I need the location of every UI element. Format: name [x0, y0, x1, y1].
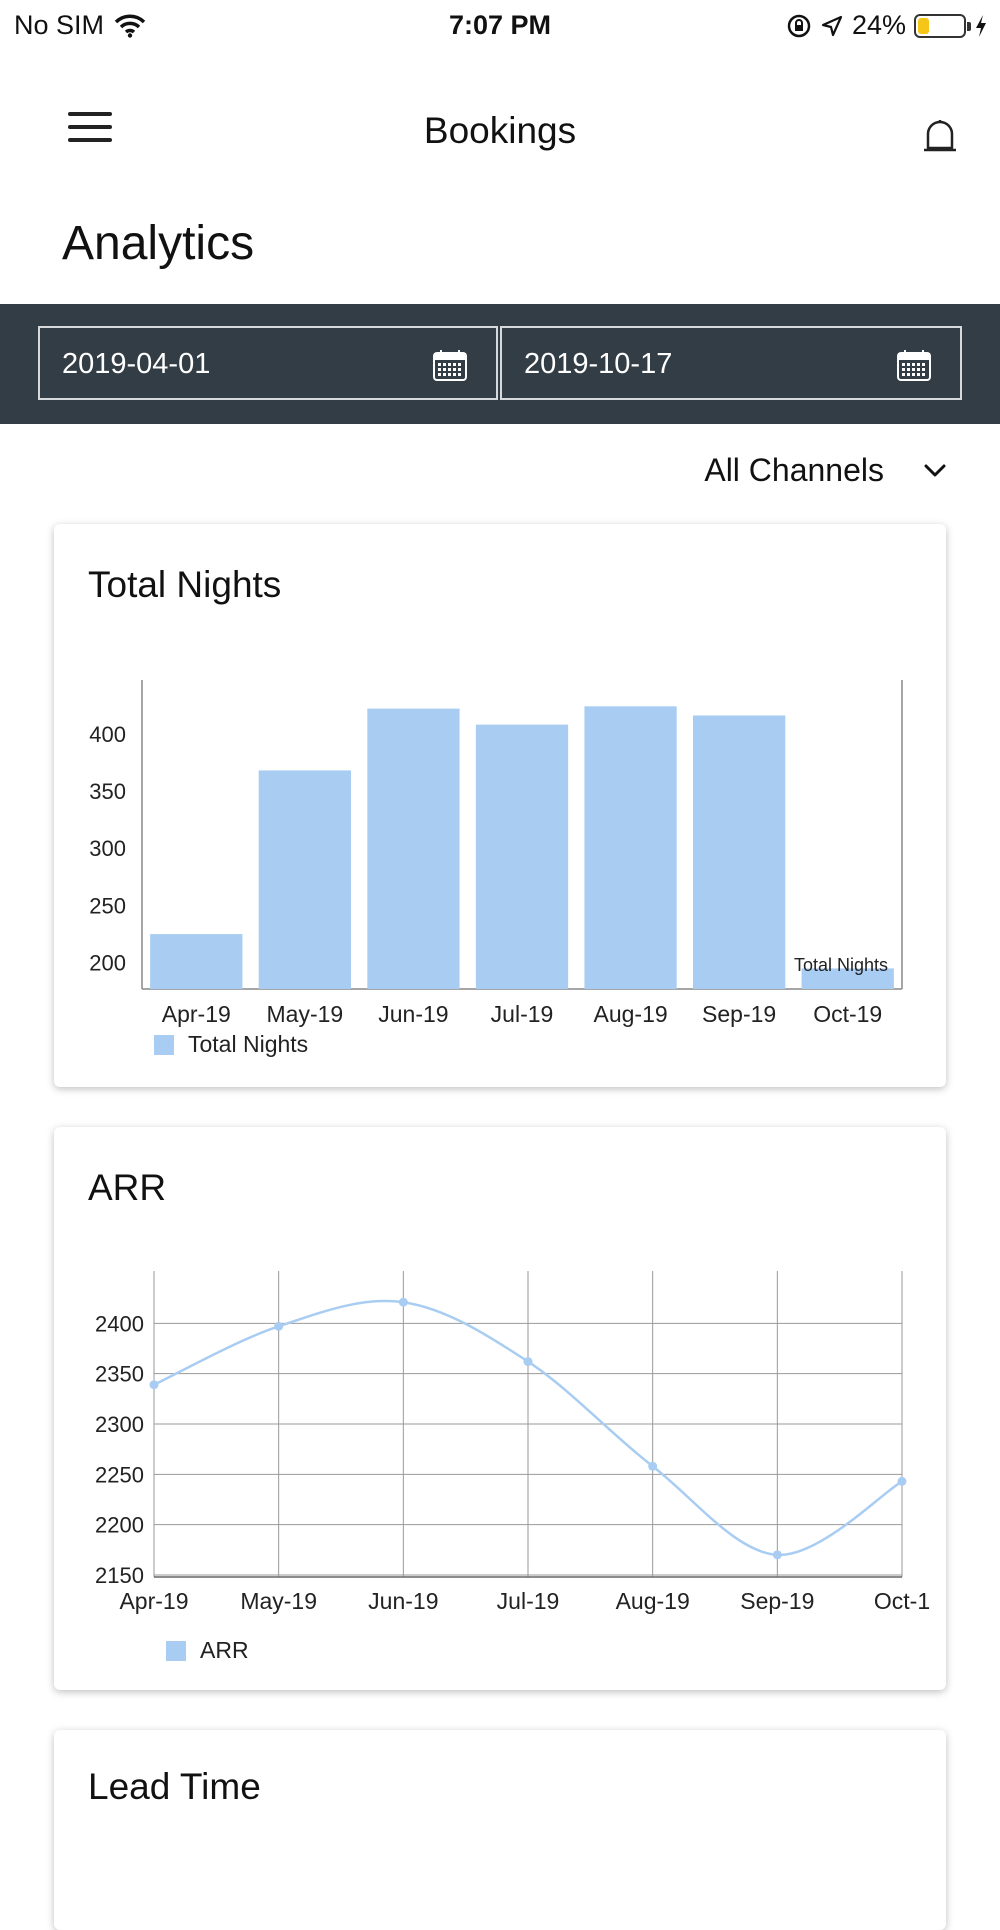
- bar: [801, 968, 894, 989]
- bar-annotation: Total Nights: [794, 955, 888, 975]
- status-time: 7:07 PM: [448, 10, 552, 40]
- legend-label: ARR: [200, 1637, 249, 1663]
- battery-icon: [914, 13, 971, 38]
- data-point: [897, 1476, 907, 1486]
- y-tick-label: 300: [89, 836, 126, 861]
- data-point: [398, 1297, 408, 1307]
- bar: [150, 934, 243, 989]
- y-tick-label: 250: [89, 893, 126, 918]
- wifi-icon: [114, 14, 146, 38]
- start-date-value: 2019-04-01: [62, 348, 211, 380]
- charging-icon: [976, 14, 986, 37]
- data-point: [772, 1550, 782, 1560]
- y-tick-label: 2400: [95, 1311, 144, 1336]
- data-point: [648, 1461, 658, 1471]
- x-tick-label: Oct-1: [874, 1588, 930, 1614]
- nav-title: Bookings: [423, 110, 577, 151]
- x-tick-label: Apr-19: [119, 1588, 188, 1614]
- total-nights-chart: 200 250 300 350 400 Apr-19 May-19 Jun-19 Jul-19 A…: [89, 680, 903, 1027]
- data-point: [149, 1380, 159, 1390]
- arr-chart: 2150 2200 2250 2300 2350 2400 Apr-19 May-19 Jun-…: [95, 1271, 930, 1614]
- legend-label: Total Nights: [188, 1031, 309, 1057]
- start-date-field[interactable]: 2019-04-01: [38, 326, 498, 400]
- x-tick-label: Aug-19: [593, 1001, 667, 1027]
- x-tick-label: Jun-19: [378, 1001, 448, 1027]
- data-point: [274, 1321, 284, 1331]
- channel-select-value: All Channels: [704, 452, 884, 488]
- battery-level: [918, 17, 929, 34]
- y-tick-label: 2200: [95, 1513, 144, 1538]
- y-tick-label: 2150: [95, 1563, 144, 1588]
- y-tick-label: 200: [89, 951, 126, 976]
- status-bar: No SIM 7:07 PM 24%: [0, 0, 1000, 52]
- calendar-icon[interactable]: [896, 348, 932, 382]
- total-nights-legend[interactable]: Total Nights: [154, 1031, 308, 1058]
- x-tick-label: Jul-19: [491, 1001, 554, 1027]
- nav-bar: Bookings: [0, 60, 1000, 200]
- end-date-value: 2019-10-17: [524, 348, 673, 380]
- y-tick-label: 400: [89, 722, 126, 747]
- data-point: [523, 1357, 533, 1367]
- hamburger-menu-icon[interactable]: [68, 112, 114, 142]
- x-tick-label: Sep-19: [740, 1588, 814, 1614]
- lead-time-title: Lead Time: [88, 1766, 261, 1807]
- total-nights-card: Total Nights 200 250 300 350 400 Apr-19 May-19…: [54, 524, 946, 1087]
- bar: [367, 708, 460, 989]
- total-nights-title: Total Nights: [88, 564, 282, 605]
- x-tick-label: Jun-19: [368, 1588, 438, 1614]
- status-right: 24%: [786, 10, 988, 41]
- end-date-field[interactable]: 2019-10-17: [500, 326, 962, 400]
- y-tick-label: 2250: [95, 1462, 144, 1487]
- channel-select[interactable]: All Channels: [704, 452, 946, 489]
- arr-title: ARR: [88, 1167, 167, 1208]
- page-title: Analytics: [62, 217, 255, 270]
- y-tick-label: 350: [89, 779, 126, 804]
- legend-swatch: [154, 1034, 174, 1055]
- status-left: No SIM: [14, 10, 146, 41]
- bar: [475, 724, 569, 989]
- arr-card: ARR 2150 2200 2250 2300 2350 2400 Apr-19 May-19…: [54, 1127, 946, 1690]
- bar: [258, 770, 351, 989]
- y-tick-label: 2300: [95, 1412, 144, 1437]
- rotation-lock-icon: [787, 14, 811, 37]
- x-tick-label: Sep-19: [702, 1001, 776, 1027]
- x-tick-label: Apr-19: [162, 1001, 231, 1027]
- legend-swatch: [166, 1640, 186, 1661]
- x-tick-label: May-19: [240, 1588, 317, 1614]
- x-tick-label: May-19: [267, 1001, 344, 1027]
- battery-percent: 24%: [851, 10, 906, 40]
- arr-legend[interactable]: ARR: [166, 1637, 249, 1664]
- carrier-label: No SIM: [14, 10, 105, 40]
- x-tick-label: Oct-19: [813, 1001, 882, 1027]
- location-icon: [821, 15, 843, 36]
- bar: [693, 715, 786, 989]
- chevron-down-icon: [924, 464, 946, 476]
- x-tick-label: Aug-19: [616, 1588, 690, 1614]
- bar: [584, 706, 677, 989]
- calendar-icon[interactable]: [432, 348, 468, 382]
- lead-time-card: Lead Time: [54, 1730, 946, 1930]
- y-tick-label: 2350: [95, 1362, 144, 1387]
- x-tick-label: Jul-19: [497, 1588, 560, 1614]
- date-range-bar: 2019-04-01 2019-10-17: [0, 304, 1000, 424]
- bell-icon[interactable]: [920, 114, 960, 158]
